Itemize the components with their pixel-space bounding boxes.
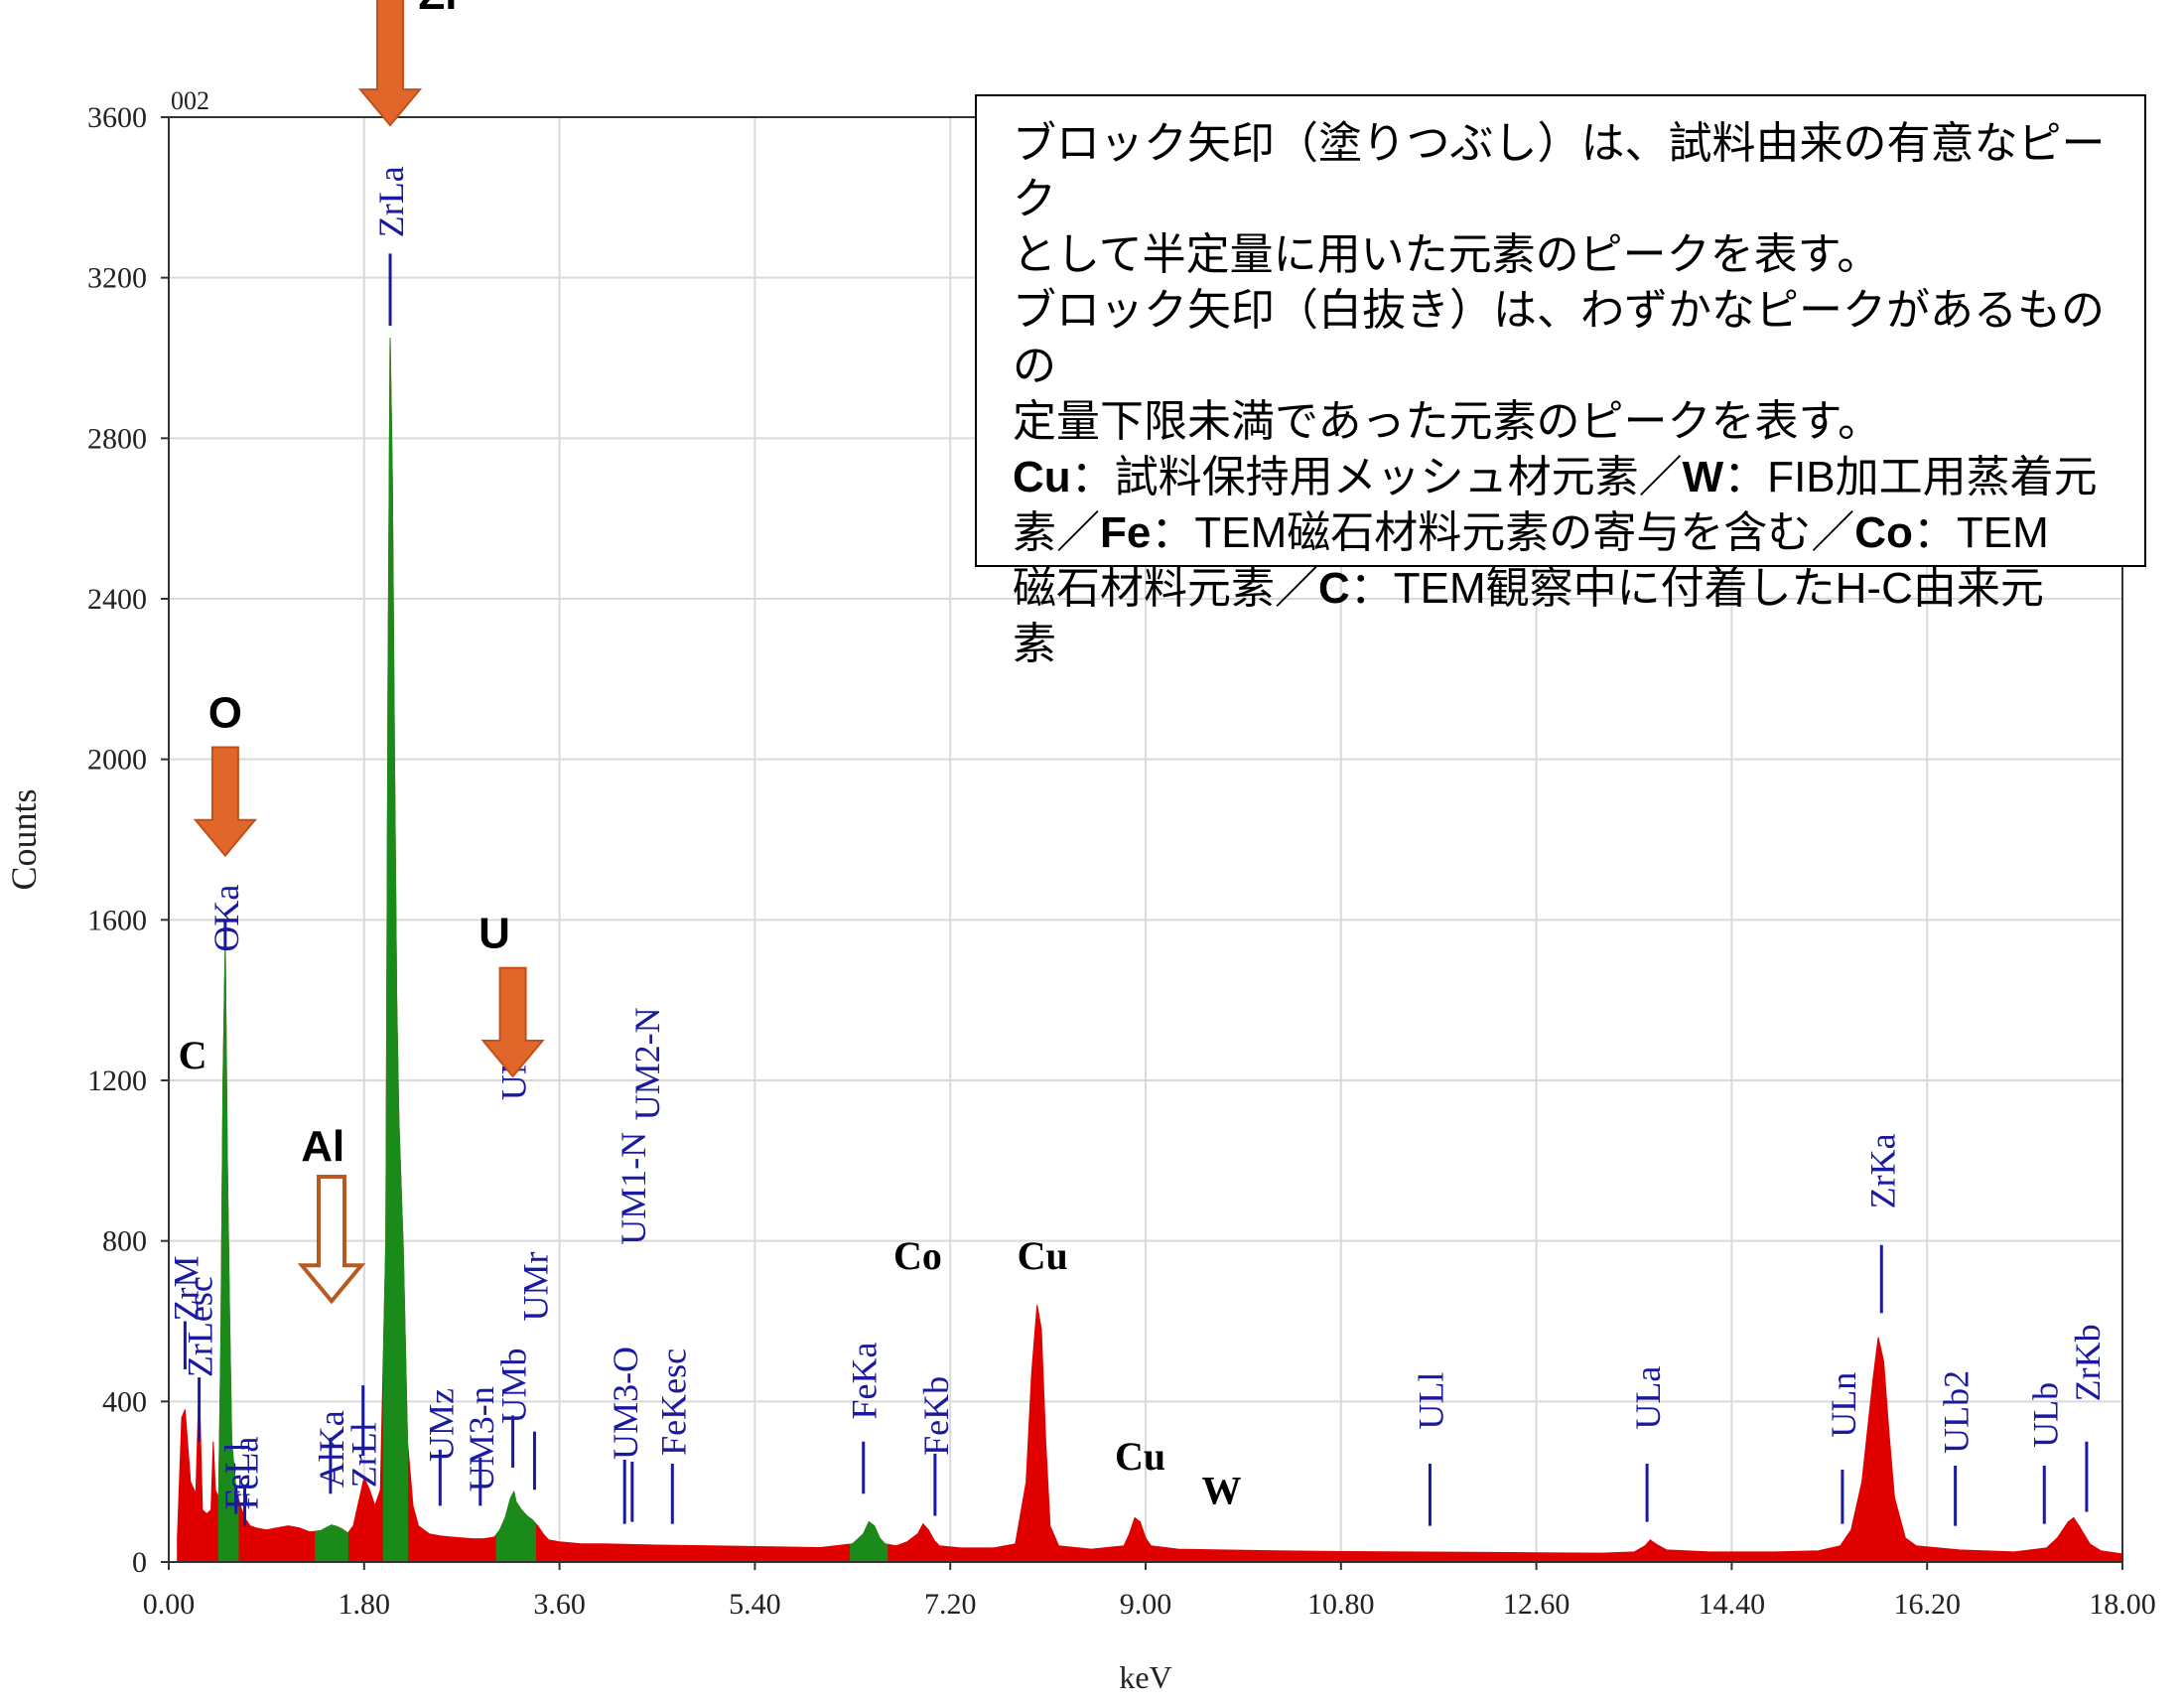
x-tick-label: 0.00	[143, 1588, 196, 1621]
block-arrow-zr	[357, 0, 423, 127]
y-tick-label: 1600	[87, 904, 147, 936]
x-tick-label: 12.60	[1503, 1588, 1570, 1621]
peak-marker-label: ZrM	[166, 1256, 205, 1322]
peak-marker-label: FeLa	[226, 1436, 266, 1509]
spectrum-area	[177, 338, 2123, 1563]
element-label: Cu	[1115, 1434, 1165, 1479]
y-tick-label: 2000	[87, 744, 147, 777]
legend-line: ブロック矢印（白抜き）は、わずかなピークがあるものの	[1013, 286, 2105, 390]
x-tick-label: 3.60	[533, 1588, 586, 1621]
element-label: Al	[301, 1122, 344, 1171]
legend-element-cu: Cu	[1013, 453, 1071, 501]
peak-marker-label: ULl	[1411, 1372, 1450, 1430]
element-label: Cu	[1018, 1233, 1068, 1278]
element-label: Co	[893, 1233, 942, 1278]
peak-marker-label: ULb	[2025, 1382, 2065, 1448]
peak-marker-label: ZrLesc	[181, 1276, 220, 1377]
highlighted-peak-region	[217, 943, 239, 1563]
block-arrow-u	[480, 966, 545, 1078]
spectrum-series	[177, 338, 2123, 1563]
highlighted-peak-region	[850, 1520, 888, 1563]
legend-text: ：試料保持用メッシュ材元素／	[1070, 453, 1683, 501]
y-tick-label: 0	[132, 1546, 147, 1579]
y-tick-label: 1200	[87, 1065, 147, 1097]
x-tick-label: 16.20	[1893, 1588, 1961, 1621]
peak-marker-label: UM2-N	[627, 1007, 667, 1120]
peak-marker-label: UMb	[494, 1349, 534, 1424]
spectrum-id: 002	[171, 86, 209, 115]
peak-marker-label: UM3-O	[606, 1347, 645, 1460]
peak-marker-label: FeKesc	[653, 1349, 693, 1456]
peak-marker-label: ZrLl	[344, 1422, 384, 1488]
peak-marker-label: FeKb	[916, 1376, 956, 1456]
legend-line: 定量下限未満であった元素のピークを表す。	[1013, 397, 1882, 446]
x-tick-label: 5.40	[729, 1588, 781, 1621]
legend-box: ブロック矢印（塗りつぶし）は、試料由来の有意なピーク として半定量に用いた元素の…	[975, 94, 2146, 668]
peak-marker-label: ZrKb	[2068, 1324, 2108, 1401]
legend-element-fe: Fe	[1100, 508, 1152, 557]
legend-element-co: Co	[1854, 508, 1913, 557]
element-label: Zr	[418, 0, 462, 19]
x-axis-label: keV	[1119, 1659, 1171, 1695]
legend-line: 磁石材料元素／C：TEM観察中に付着したH-C由来元	[1013, 561, 2113, 617]
x-tick-label: 9.00	[1120, 1588, 1172, 1621]
highlighted-peak-region	[382, 338, 409, 1563]
peak-marker-label: AlKa	[312, 1410, 351, 1488]
highlighted-peak-region	[315, 1524, 348, 1563]
legend-element-w: W	[1682, 453, 1724, 501]
x-tick-label: 1.80	[339, 1588, 391, 1621]
peak-marker-label: ULa	[1628, 1366, 1668, 1430]
legend-text: 磁石材料元素／	[1013, 564, 1318, 613]
peak-marker-label: FeKa	[845, 1343, 885, 1420]
legend-element-c: C	[1318, 564, 1350, 613]
x-tick-label: 14.40	[1699, 1588, 1766, 1621]
y-tick-label: 400	[102, 1385, 147, 1418]
peak-marker-label: UMz	[421, 1388, 461, 1462]
peak-marker-label: UM3-n	[462, 1386, 501, 1491]
element-labels: C Co Cu Cu W Zr O U Al	[179, 0, 1242, 1512]
legend-text: ：TEM観察中に付着したH-C由来元	[1349, 564, 2044, 613]
y-tick-label: 2800	[87, 422, 147, 455]
block-arrow-al	[297, 1175, 366, 1305]
legend-line: 素	[1013, 620, 1056, 668]
peak-marker-label: FeLl	[217, 1442, 257, 1509]
y-tick-label: 3600	[87, 101, 147, 134]
element-label: U	[478, 910, 510, 958]
x-tick-label: 18.00	[2089, 1588, 2156, 1621]
legend-text: ：TEM磁石材料元素の寄与を含む／	[1151, 508, 1855, 557]
legend-line: として半定量に用いた元素のピークを表す。	[1013, 230, 1881, 279]
legend-text: 素／	[1013, 508, 1100, 557]
peak-marker-label: ZrKa	[1862, 1133, 1902, 1208]
x-tick-label: 10.80	[1307, 1588, 1375, 1621]
y-tick-label: 2400	[87, 583, 147, 616]
legend-text: ：FIB加工用蒸着元	[1723, 453, 2098, 501]
legend-line: ブロック矢印（塗りつぶし）は、試料由来の有意なピーク	[1013, 119, 2106, 223]
peak-marker-label: OKa	[206, 885, 246, 952]
element-label: O	[208, 688, 242, 737]
legend-text: ：TEM	[1912, 508, 2049, 557]
peak-marker-label: UM1-N	[614, 1132, 653, 1245]
peak-marker-label: ZrLa	[371, 166, 411, 237]
block-arrow-o	[193, 746, 258, 858]
peak-marker-label: UMr	[515, 1251, 555, 1321]
y-axis-label: Counts	[4, 788, 44, 890]
element-label: C	[179, 1033, 207, 1077]
peak-marker-label: ULb2	[1937, 1370, 1977, 1454]
legend-line: 素／Fe：TEM磁石材料元素の寄与を含む／Co：TEM	[1013, 505, 2113, 561]
x-tick-label: 7.20	[924, 1588, 977, 1621]
y-tick-label: 800	[102, 1225, 147, 1258]
block-arrows	[193, 0, 545, 1305]
element-label: W	[1202, 1468, 1242, 1512]
axes: 0.00 1.80 3.60 5.40 7.20 9.00 10.80 12.60 14.40 1…	[4, 86, 2156, 1695]
legend-line: Cu：試料保持用メッシュ材元素／W：FIB加工用蒸着元	[1013, 450, 2113, 505]
y-tick-label: 3200	[87, 262, 147, 295]
peak-marker-label: ULn	[1824, 1372, 1863, 1438]
highlighted-peak-region	[495, 1490, 537, 1563]
